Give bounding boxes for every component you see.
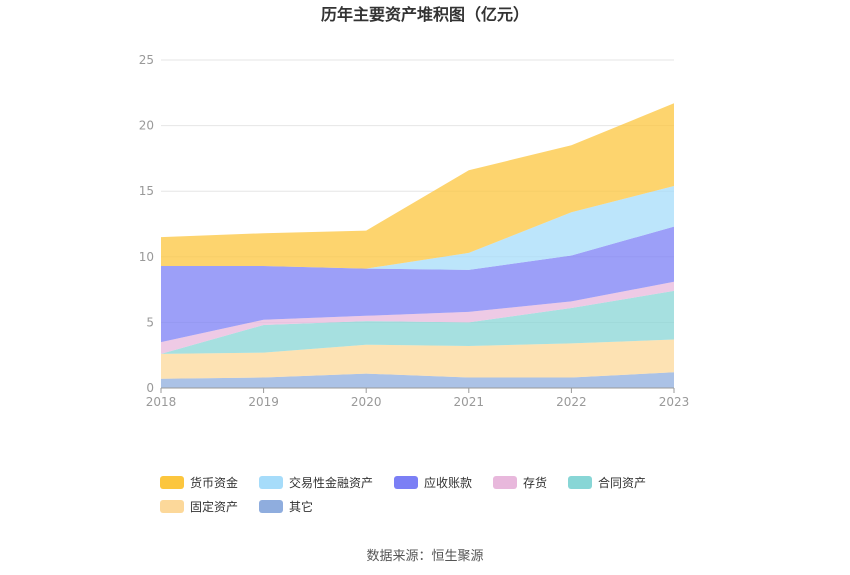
y-tick-label: 5 bbox=[146, 315, 154, 329]
legend-label: 固定资产 bbox=[190, 499, 238, 514]
legend-swatch bbox=[160, 476, 184, 489]
legend-swatch bbox=[493, 476, 517, 489]
legend-label: 合同资产 bbox=[598, 475, 646, 490]
legend-label: 货币资金 bbox=[190, 475, 238, 490]
x-tick-label: 2020 bbox=[351, 395, 382, 409]
legend-label: 其它 bbox=[289, 499, 313, 514]
x-tick-label: 2023 bbox=[659, 395, 690, 409]
area-固定资产 bbox=[161, 339, 674, 379]
x-tick-label: 2021 bbox=[454, 395, 485, 409]
legend-swatch bbox=[259, 476, 283, 489]
area-其它 bbox=[161, 372, 674, 388]
x-tick-label: 2022 bbox=[556, 395, 587, 409]
area-交易性金融资产 bbox=[161, 186, 674, 270]
area-合同资产 bbox=[161, 290, 674, 354]
area-货币资金 bbox=[161, 103, 674, 269]
legend-swatch bbox=[568, 476, 592, 489]
area-应收账款 bbox=[161, 226, 674, 343]
source-note: 数据来源：恒生聚源 bbox=[366, 549, 484, 564]
y-tick-label: 15 bbox=[139, 184, 154, 198]
y-tick-label: 10 bbox=[139, 250, 154, 264]
area-layer bbox=[161, 103, 674, 388]
y-tick-label: 20 bbox=[139, 119, 154, 133]
axes: 0 5 10 15 20 25 2018 2019 2020 2021 2022 2023 bbox=[139, 53, 690, 409]
chart-title: 历年主要资产堆积图（亿元） bbox=[321, 5, 529, 24]
area-存货 bbox=[161, 281, 674, 354]
legend-swatch bbox=[259, 500, 283, 513]
legend-swatch bbox=[160, 500, 184, 513]
y-tick-label: 25 bbox=[139, 53, 154, 67]
legend-label: 交易性金融资产 bbox=[289, 475, 373, 490]
x-tick-label: 2019 bbox=[248, 395, 279, 409]
legend-label: 应收账款 bbox=[424, 475, 472, 490]
x-tick-label: 2018 bbox=[146, 395, 177, 409]
legend-label: 存货 bbox=[523, 475, 547, 490]
y-tick-label: 0 bbox=[146, 381, 154, 395]
legend-swatch bbox=[394, 476, 418, 489]
